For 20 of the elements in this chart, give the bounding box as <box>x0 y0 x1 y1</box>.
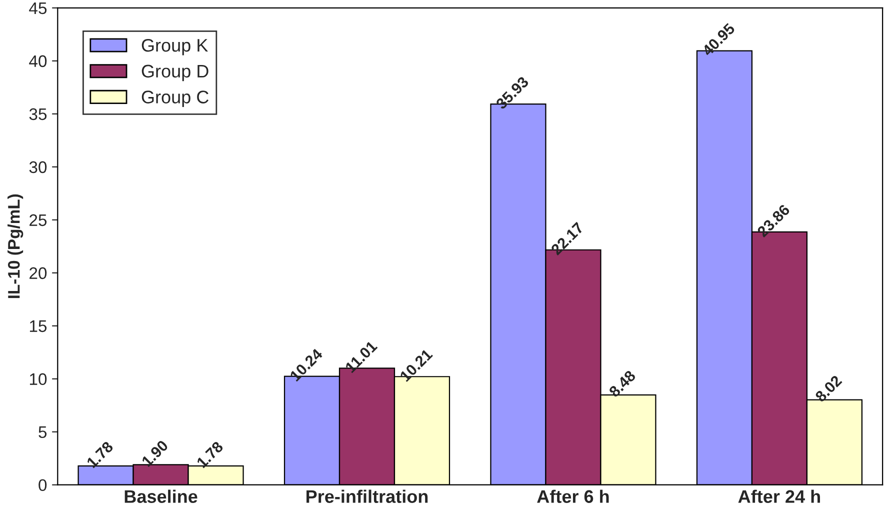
y-tick-label: 10 <box>30 373 47 386</box>
data-label: 8.48 <box>608 370 636 398</box>
y-tick-label: 5 <box>38 426 47 438</box>
x-tick-label: Baseline <box>124 490 198 503</box>
y-tick-label: 25 <box>30 214 47 226</box>
legend-label: Group K <box>142 38 208 56</box>
x-tick-label: Pre-infiltration <box>306 490 428 503</box>
legend-label: Group D <box>142 64 208 82</box>
y-tick-label: 20 <box>30 267 47 280</box>
data-label: 8.02 <box>814 374 842 403</box>
y-tick-label: 45 <box>29 2 47 14</box>
y-tick-label: 40 <box>29 55 47 68</box>
legend-label: Group C <box>142 90 209 108</box>
y-tick-label: 0 <box>38 479 47 492</box>
y-tick-label: 35 <box>29 108 47 120</box>
x-tick-label: After 6 h <box>537 490 609 503</box>
x-tick-label: After 24 h <box>738 490 820 503</box>
y-tick-label: 15 <box>30 320 47 332</box>
y-tick-label: 30 <box>29 161 47 174</box>
y-axis-title: IL-10 (Pg/mL) <box>8 194 24 298</box>
